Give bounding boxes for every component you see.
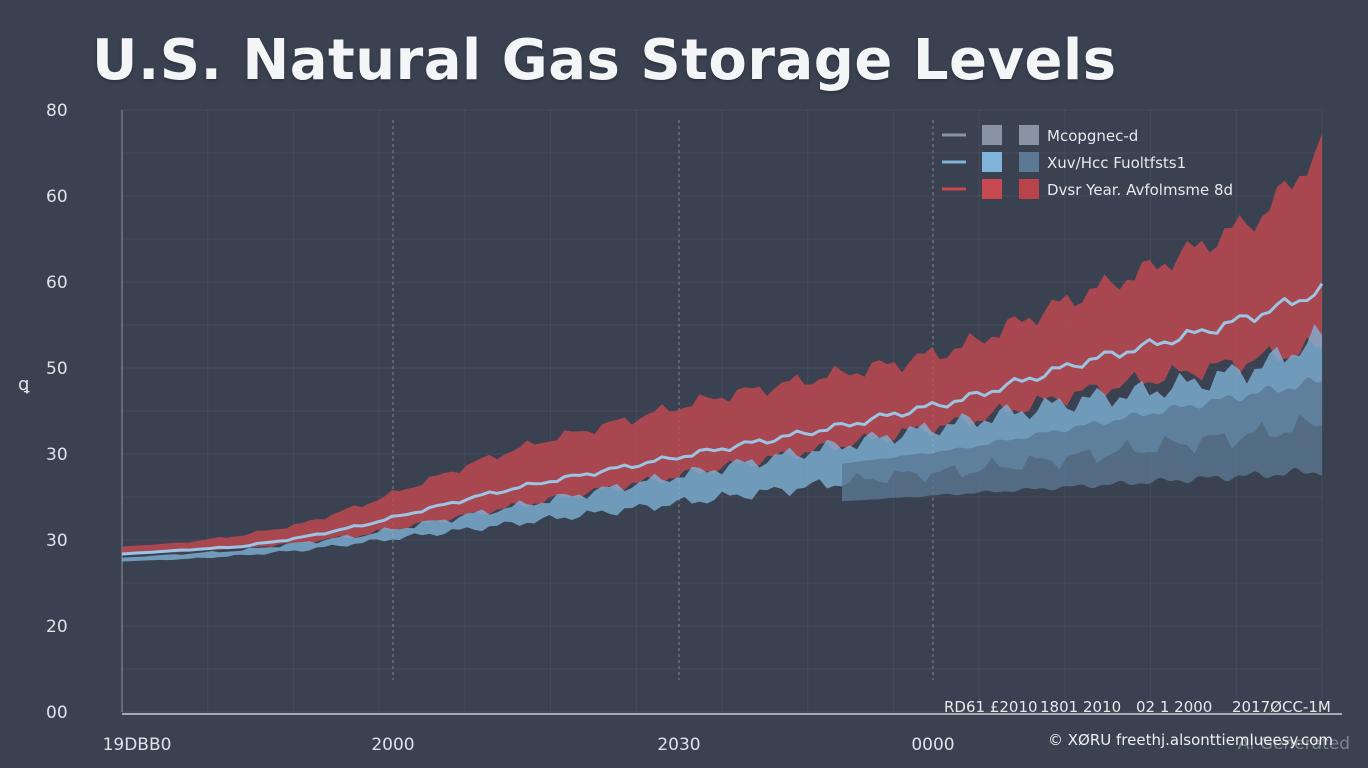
legend-swatch (1019, 125, 1039, 145)
legend-swatch (982, 152, 1002, 172)
date-labels: RD61 £2010 1801 2010 02 1 2000 2017ØCC-1M (944, 698, 1331, 716)
credit-text: © XØRU freethj.alsonttiemlueesy.com (1048, 731, 1334, 749)
y-axis: 80 60 60 50 30 30 20 00 (46, 101, 123, 723)
legend-swatch (982, 125, 1002, 145)
y-tick-label: 30 (46, 445, 68, 465)
x-tick-label: 2000 (371, 735, 414, 755)
date-label: RD61 £2010 (944, 698, 1038, 716)
ai-generated-mark: AI Generated (1237, 734, 1350, 754)
legend-label: Xuv/Hcc Fuoltfsts1 (1047, 154, 1186, 172)
y-tick-label: 60 (46, 273, 68, 293)
x-axis: 19DBB0 2000 2030 0000 (103, 713, 1342, 755)
x-tick-label: 0000 (911, 735, 954, 755)
y-axis-symbol: ꝗ (18, 374, 30, 395)
legend-swatch (1019, 179, 1039, 199)
chart-title: U.S. Natural Gas Storage Levels (92, 28, 1117, 93)
y-tick-label: 20 (46, 617, 68, 637)
series-layer (121, 133, 1324, 562)
y-tick-label: 50 (46, 359, 68, 379)
y-tick-label: 30 (46, 531, 68, 551)
date-label: 02 1 2000 (1136, 698, 1212, 716)
x-tick-label: 2030 (657, 735, 700, 755)
series-band (122, 133, 1322, 554)
legend-label: Mcopgnec-d (1047, 127, 1138, 145)
legend-label: Dvsr Year. Avfolmsme 8d (1047, 181, 1233, 199)
legend-swatch (1019, 152, 1039, 172)
y-tick-label: 80 (46, 101, 68, 121)
legend-swatch (982, 179, 1002, 199)
date-label: 1801 2010 (1040, 698, 1121, 716)
series-line (121, 282, 1324, 556)
series-band (842, 377, 1322, 502)
x-tick-label: 19DBB0 (103, 735, 172, 755)
y-tick-label: 60 (46, 187, 68, 207)
y-tick-label: 00 (46, 703, 68, 723)
legend: Mcopgnec-d Xuv/Hcc Fuoltfsts1 Dvsr Year. A… (942, 125, 1233, 199)
date-label: 2017ØCC-1M (1232, 698, 1331, 716)
